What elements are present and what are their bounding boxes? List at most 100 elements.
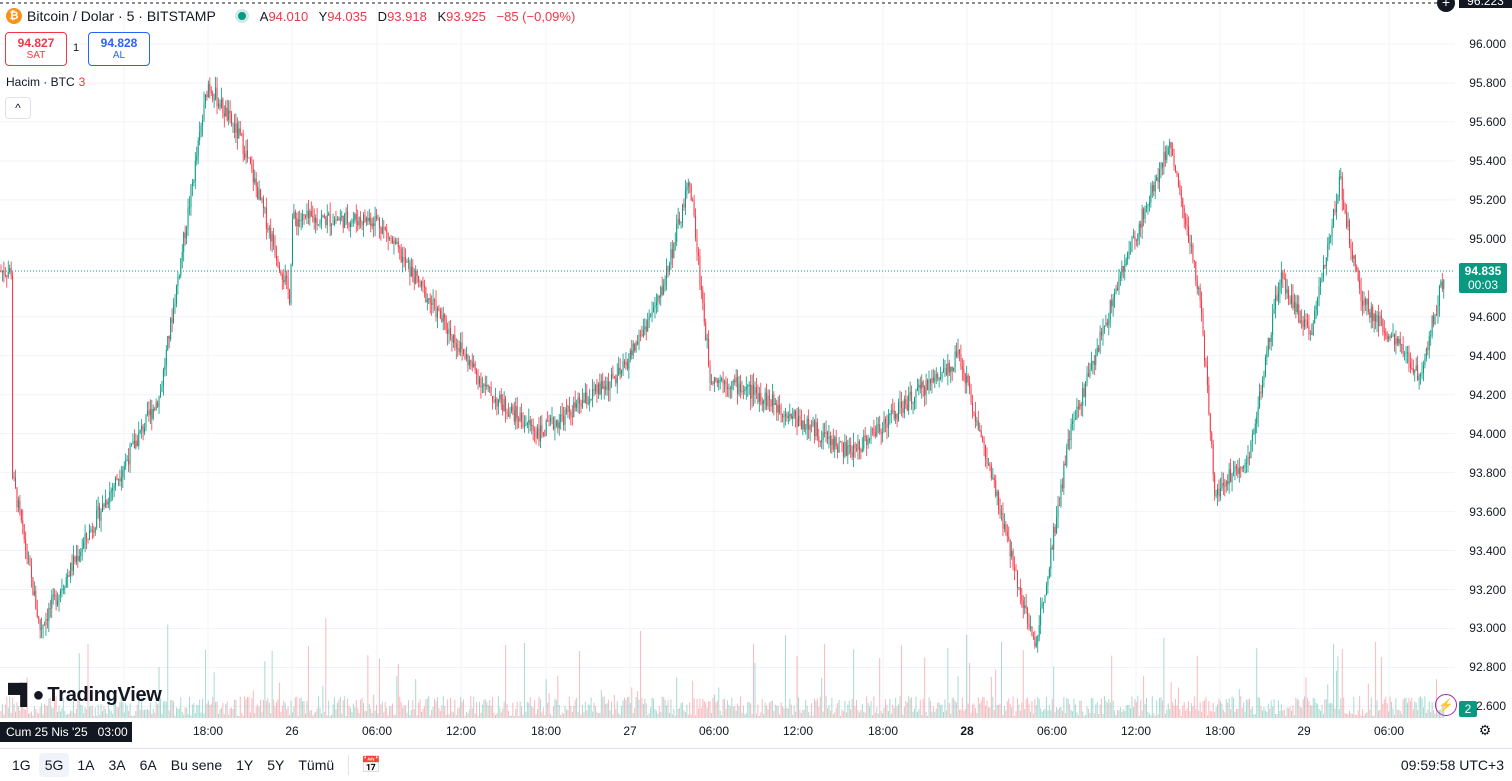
volume-bar xyxy=(802,709,804,718)
range-button[interactable]: 3A xyxy=(108,757,126,773)
volume-bar xyxy=(1404,698,1406,718)
candle-body xyxy=(850,445,852,452)
volume-bar xyxy=(335,709,337,718)
volume-bar xyxy=(1185,710,1187,718)
range-button[interactable]: 1G xyxy=(12,757,31,773)
volume-bar xyxy=(842,711,844,718)
plus-icon[interactable]: + xyxy=(1437,0,1455,12)
volume-bar xyxy=(950,713,952,718)
candle-body xyxy=(1248,456,1250,459)
candle-body xyxy=(1370,306,1372,318)
symbol-legend: ₿ Bitcoin / Dolar · 5 · BITSTAMP A94.010… xyxy=(6,6,582,26)
candle-body xyxy=(1103,325,1105,327)
volume-bar xyxy=(1006,701,1008,718)
volume-bar xyxy=(1045,696,1047,718)
range-button[interactable]: Tümü xyxy=(298,757,335,773)
volume-bar xyxy=(828,705,830,718)
volume-bar xyxy=(816,698,818,718)
volume-bar xyxy=(464,715,466,718)
volume-bar xyxy=(618,713,620,718)
candle-body xyxy=(645,326,647,332)
clock-display[interactable]: 09:59:58 UTC+3 xyxy=(1400,757,1504,773)
candle-body xyxy=(566,409,567,413)
candle-body xyxy=(816,422,818,437)
volume-bar xyxy=(1041,711,1043,718)
gear-icon[interactable]: ⚙ xyxy=(1478,722,1492,738)
lightning-icon[interactable]: ⚡ xyxy=(1435,694,1457,716)
volume-bar xyxy=(728,704,730,718)
volume-bar xyxy=(925,711,927,718)
range-button[interactable]: 1A xyxy=(77,757,95,773)
time-axis[interactable]: 18:00 26 06:00 12:00 18:00 27 06:00 12:00 18:00 2… xyxy=(0,720,1455,742)
calendar-icon[interactable]: 📅 xyxy=(361,757,382,774)
range-button[interactable]: 6A xyxy=(139,757,157,773)
candle-body xyxy=(335,219,337,221)
candle-body xyxy=(841,442,843,444)
volume-bar xyxy=(381,701,383,718)
time-axis-label: 12:00 xyxy=(1120,724,1152,738)
volume-bar xyxy=(735,710,737,718)
volume-bar xyxy=(1248,698,1250,718)
alerts-badge[interactable]: 2 xyxy=(1459,701,1477,717)
volume-bar xyxy=(712,698,714,718)
candle-body xyxy=(476,370,478,375)
price-axis[interactable]: 96.00095.80095.60095.40095.20095.00094.8… xyxy=(1455,0,1512,720)
volume-bars xyxy=(0,618,1445,718)
candle-body xyxy=(1320,281,1321,287)
candle-body xyxy=(41,628,43,630)
candle-body xyxy=(899,402,901,403)
candle-body xyxy=(16,487,18,508)
candle-body xyxy=(157,402,159,407)
volume-bar xyxy=(1395,698,1397,718)
volume-bar xyxy=(1014,715,1016,718)
volume-bar xyxy=(951,697,953,718)
candle-body xyxy=(347,211,349,223)
candle-body xyxy=(1364,299,1366,305)
candle-body xyxy=(271,234,273,242)
candle-body xyxy=(798,415,799,427)
range-button[interactable]: 5G xyxy=(38,753,70,777)
candle-body xyxy=(1205,360,1207,366)
buy-button[interactable]: 94.828 AL xyxy=(88,32,150,66)
low-label: D xyxy=(377,8,388,24)
volume-bar xyxy=(1121,712,1123,718)
volume-bar xyxy=(1195,708,1197,718)
volume-bar xyxy=(760,712,762,718)
volume-bar xyxy=(1016,698,1018,718)
volume-bar xyxy=(580,714,582,718)
volume-bar xyxy=(162,701,164,718)
sell-button[interactable]: 94.827 SAT xyxy=(5,32,67,66)
range-button[interactable]: Bu sene xyxy=(170,757,223,773)
candle-body xyxy=(928,379,930,391)
candle-body xyxy=(1137,234,1139,241)
volume-bar xyxy=(54,698,56,718)
candle-body xyxy=(732,381,734,382)
volume-bar xyxy=(885,699,886,718)
volume-legend[interactable]: Hacim · BTC 3 xyxy=(6,75,85,89)
symbol-title[interactable]: Bitcoin / Dolar · 5 · BITSTAMP xyxy=(27,8,216,24)
candle-body xyxy=(911,391,913,404)
volume-bar xyxy=(490,705,492,718)
candle-body xyxy=(136,440,138,447)
range-button[interactable]: 1Y xyxy=(236,757,254,773)
candle-body xyxy=(528,419,530,424)
candle-body xyxy=(251,164,253,169)
candle-body xyxy=(683,204,685,208)
candle-body xyxy=(320,216,322,222)
volume-bar xyxy=(777,706,779,718)
collapse-legend-button[interactable]: ^ xyxy=(5,97,31,119)
volume-bar xyxy=(634,708,636,718)
candle-body xyxy=(671,249,673,258)
volume-bar xyxy=(1283,709,1285,718)
range-button[interactable]: 5Y xyxy=(267,757,285,773)
tradingview-logo[interactable]: ▀▌● TradingView xyxy=(8,684,162,707)
volume-bar xyxy=(1234,711,1236,718)
candle-body xyxy=(966,375,968,384)
volume-bar xyxy=(1105,700,1107,718)
candle-body xyxy=(1074,418,1076,420)
candle-body xyxy=(1224,485,1226,487)
volume-bar xyxy=(320,713,322,718)
volume-bar xyxy=(986,700,988,718)
candle-body xyxy=(1393,334,1395,345)
